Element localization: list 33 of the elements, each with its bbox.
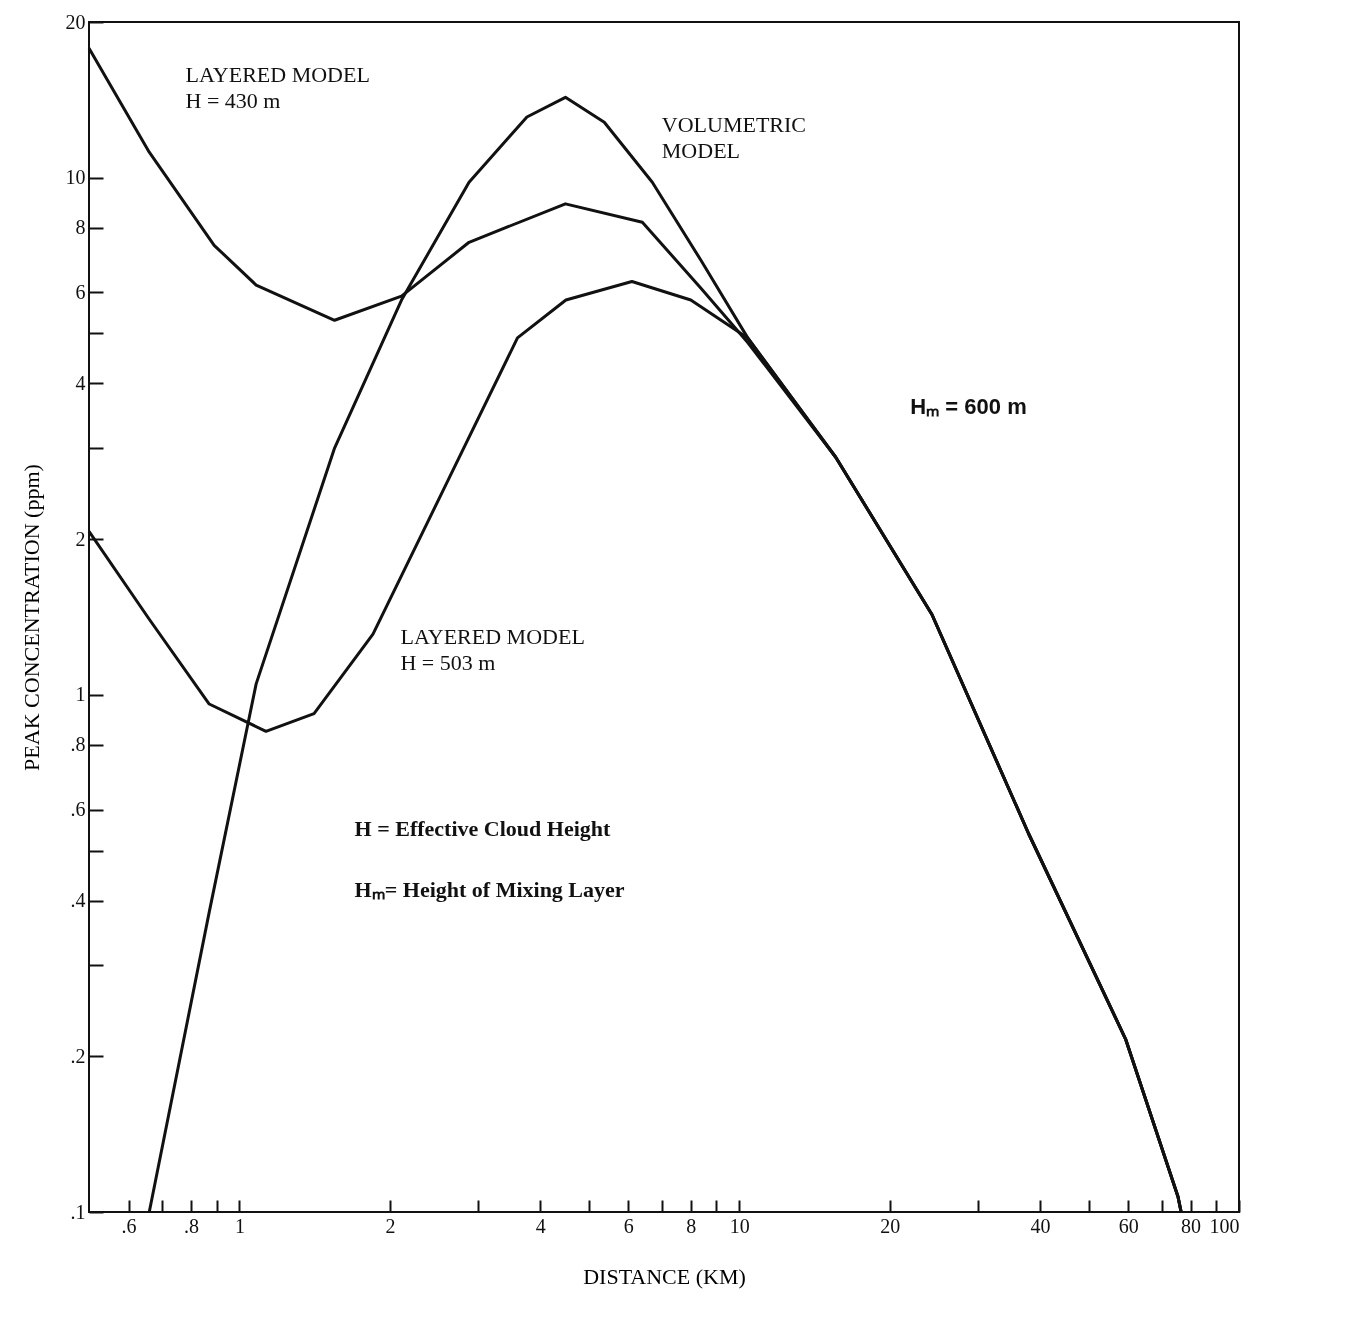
x-tick-label: 8: [686, 1214, 697, 1237]
annotation: Hₘ = 600 m: [910, 394, 1027, 420]
annotation: Hₘ= Height of Mixing Layer: [354, 876, 625, 902]
x-tick-label: 2: [385, 1214, 396, 1237]
annotation: H = Effective Cloud Height: [354, 816, 612, 842]
y-tick-label: .2: [70, 1044, 86, 1067]
y-tick-label: .4: [70, 889, 86, 912]
x-tick-label: 80: [1181, 1214, 1202, 1237]
x-axis-title: DISTANCE (KM): [583, 1263, 746, 1289]
y-tick-label: .6: [70, 798, 86, 821]
y-tick-label: 1: [75, 683, 86, 706]
x-tick-label: 1: [234, 1214, 245, 1237]
x-tick-label: .6: [121, 1214, 137, 1237]
y-tick-label: 10: [65, 166, 86, 189]
x-tick-label: .8: [184, 1214, 200, 1237]
series-label: VOLUMETRIC MODEL: [661, 112, 807, 164]
series-label: LAYERED MODEL H = 503 m: [400, 624, 585, 676]
x-tick-label: 6: [623, 1214, 634, 1237]
y-tick-label: 2: [75, 527, 86, 550]
x-tick-label: 100: [1209, 1214, 1240, 1237]
x-tick-label: 10: [729, 1214, 750, 1237]
y-tick-label: 20: [65, 10, 86, 33]
y-tick-label: 8: [75, 216, 86, 239]
y-tick-label: 6: [75, 280, 86, 303]
y-tick-label: 4: [75, 371, 86, 394]
x-tick-label: 20: [880, 1214, 901, 1237]
y-tick-label: .1: [70, 1200, 86, 1223]
x-tick-label: 40: [1030, 1214, 1051, 1237]
x-tick-label: 60: [1118, 1214, 1139, 1237]
text: LAYERED MODEL H = 430 m: [185, 62, 370, 114]
x-tick-label: 4: [535, 1214, 546, 1237]
y-axis-title: PEAK CONCENTRATION (ppm): [18, 464, 44, 771]
y-tick-label: .8: [70, 733, 86, 756]
